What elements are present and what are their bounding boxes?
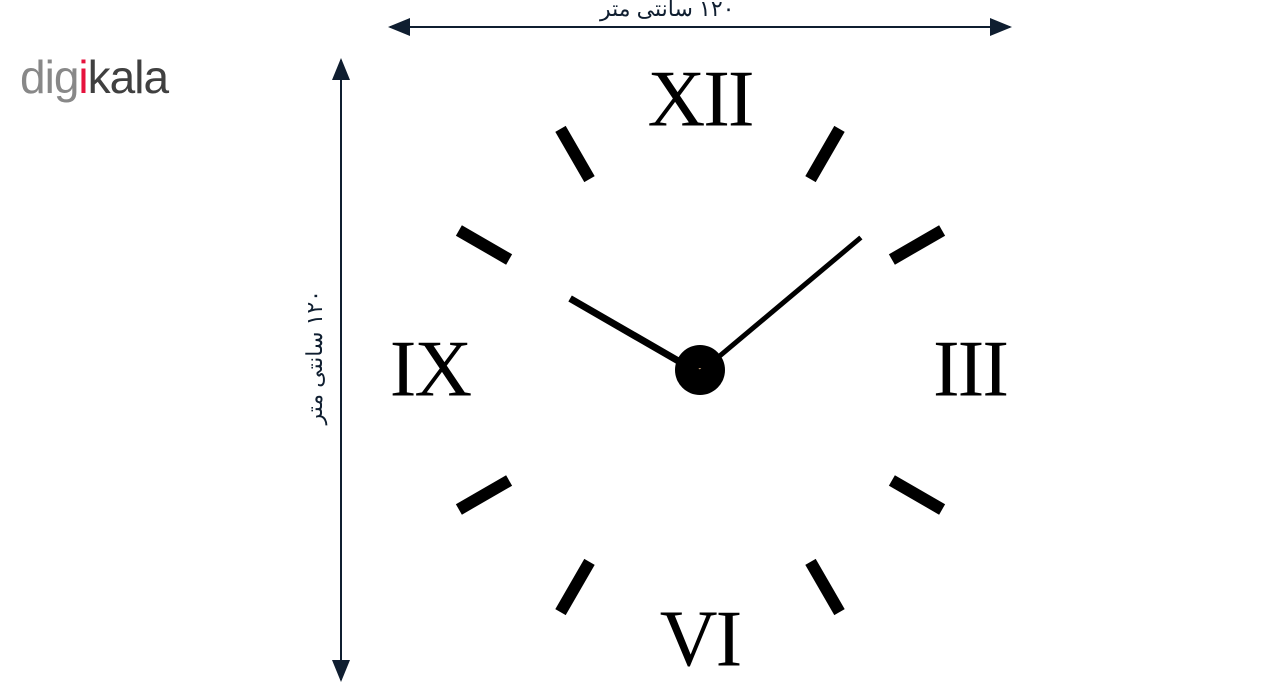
clock-tick [455, 475, 511, 514]
clock-tick [555, 125, 594, 181]
clock-numeral: VI [660, 595, 740, 686]
clock-minute-hand [698, 236, 862, 375]
clock-tick [555, 558, 594, 614]
clock-tick [805, 125, 844, 181]
clock-numeral: III [933, 325, 1007, 416]
clock-tick [888, 475, 944, 514]
clock-tick [455, 225, 511, 264]
brand-logo: digikala [20, 50, 168, 104]
clock-tick [888, 225, 944, 264]
dimension-width-label: ۱۲۰ سانتی متر [600, 0, 734, 22]
clock-numeral: XII [647, 55, 752, 146]
dimension-width-arrow [390, 26, 1010, 28]
dimension-height-label: ۱۲۰ سانتی متر [302, 290, 328, 424]
dimension-height-arrow [340, 60, 342, 680]
clock-hour-hand [568, 295, 701, 376]
clock-tick [805, 558, 844, 614]
logo-text: digikala [20, 50, 168, 104]
clock-numeral: IX [390, 325, 470, 416]
